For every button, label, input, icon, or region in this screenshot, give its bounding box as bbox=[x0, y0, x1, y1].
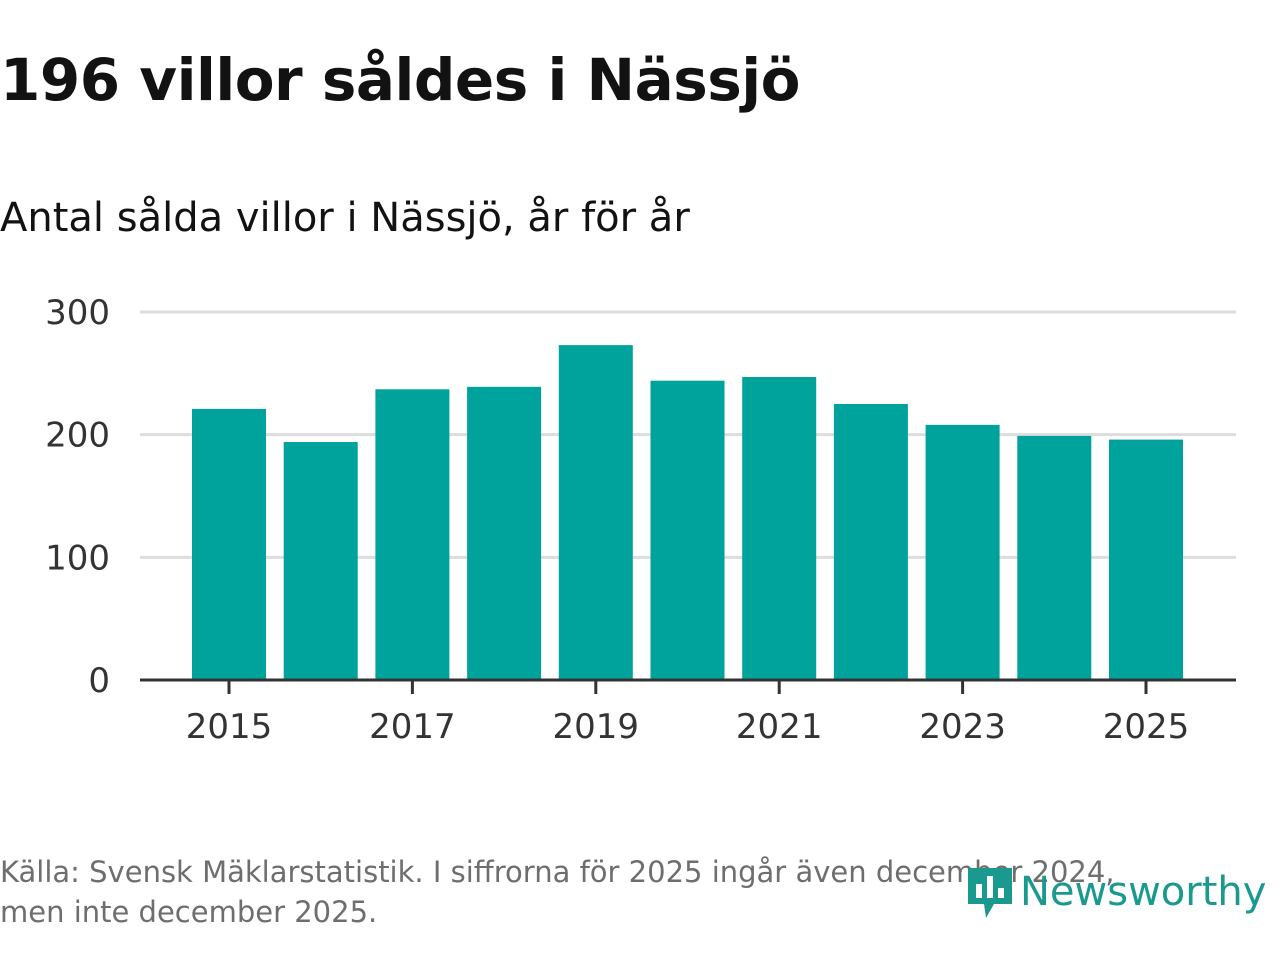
bar-2024 bbox=[1017, 435, 1092, 680]
y-tick-label-100: 100 bbox=[45, 538, 110, 578]
source-note-line-1: Källa: Svensk Mäklarstatistik. I siffror… bbox=[0, 855, 1115, 889]
y-axis-labels: 0 100 200 300 bbox=[45, 293, 110, 701]
bar-2022 bbox=[833, 404, 908, 680]
source-note: Källa: Svensk Mäklarstatistik. I siffror… bbox=[0, 852, 1200, 932]
x-tick-label-2015: 2015 bbox=[186, 707, 273, 747]
newsworthy-logo: Newsworthy bbox=[964, 862, 1266, 922]
x-tick-label-2025: 2025 bbox=[1103, 707, 1190, 747]
brand-name: Newsworthy bbox=[1020, 869, 1267, 915]
bar-2021 bbox=[742, 377, 817, 680]
x-tick-label-2021: 2021 bbox=[736, 707, 823, 747]
bar-2018 bbox=[467, 386, 542, 680]
chart-title: 196 villor såldes i Nässjö bbox=[0, 46, 801, 114]
bar-chart: 0 100 200 300 2015 2017 2019 2021 2023 2025 bbox=[45, 293, 1236, 747]
y-tick-label-300: 300 bbox=[45, 293, 110, 333]
newsworthy-chart-icon bbox=[968, 868, 1012, 918]
bar-2023 bbox=[925, 424, 1000, 680]
x-tick-label-2023: 2023 bbox=[919, 707, 1006, 747]
bar-2015 bbox=[192, 408, 266, 680]
y-tick-label-200: 200 bbox=[45, 416, 110, 456]
bars bbox=[192, 345, 1183, 680]
bar-2019 bbox=[558, 345, 633, 680]
bar-2020 bbox=[650, 380, 725, 680]
x-tick-label-2019: 2019 bbox=[553, 707, 640, 747]
chart-subtitle: Antal sålda villor i Nässjö, år för år bbox=[0, 195, 690, 241]
y-tick-label-0: 0 bbox=[88, 661, 110, 701]
source-note-line-2: men inte december 2025. bbox=[0, 895, 378, 929]
bar-2017 bbox=[375, 389, 450, 680]
bar-2016 bbox=[283, 442, 358, 680]
x-axis bbox=[140, 678, 1236, 694]
x-tick-label-2017: 2017 bbox=[369, 707, 456, 747]
x-axis-labels: 2015 2017 2019 2021 2023 2025 bbox=[186, 707, 1190, 747]
bar-2025 bbox=[1109, 439, 1183, 680]
